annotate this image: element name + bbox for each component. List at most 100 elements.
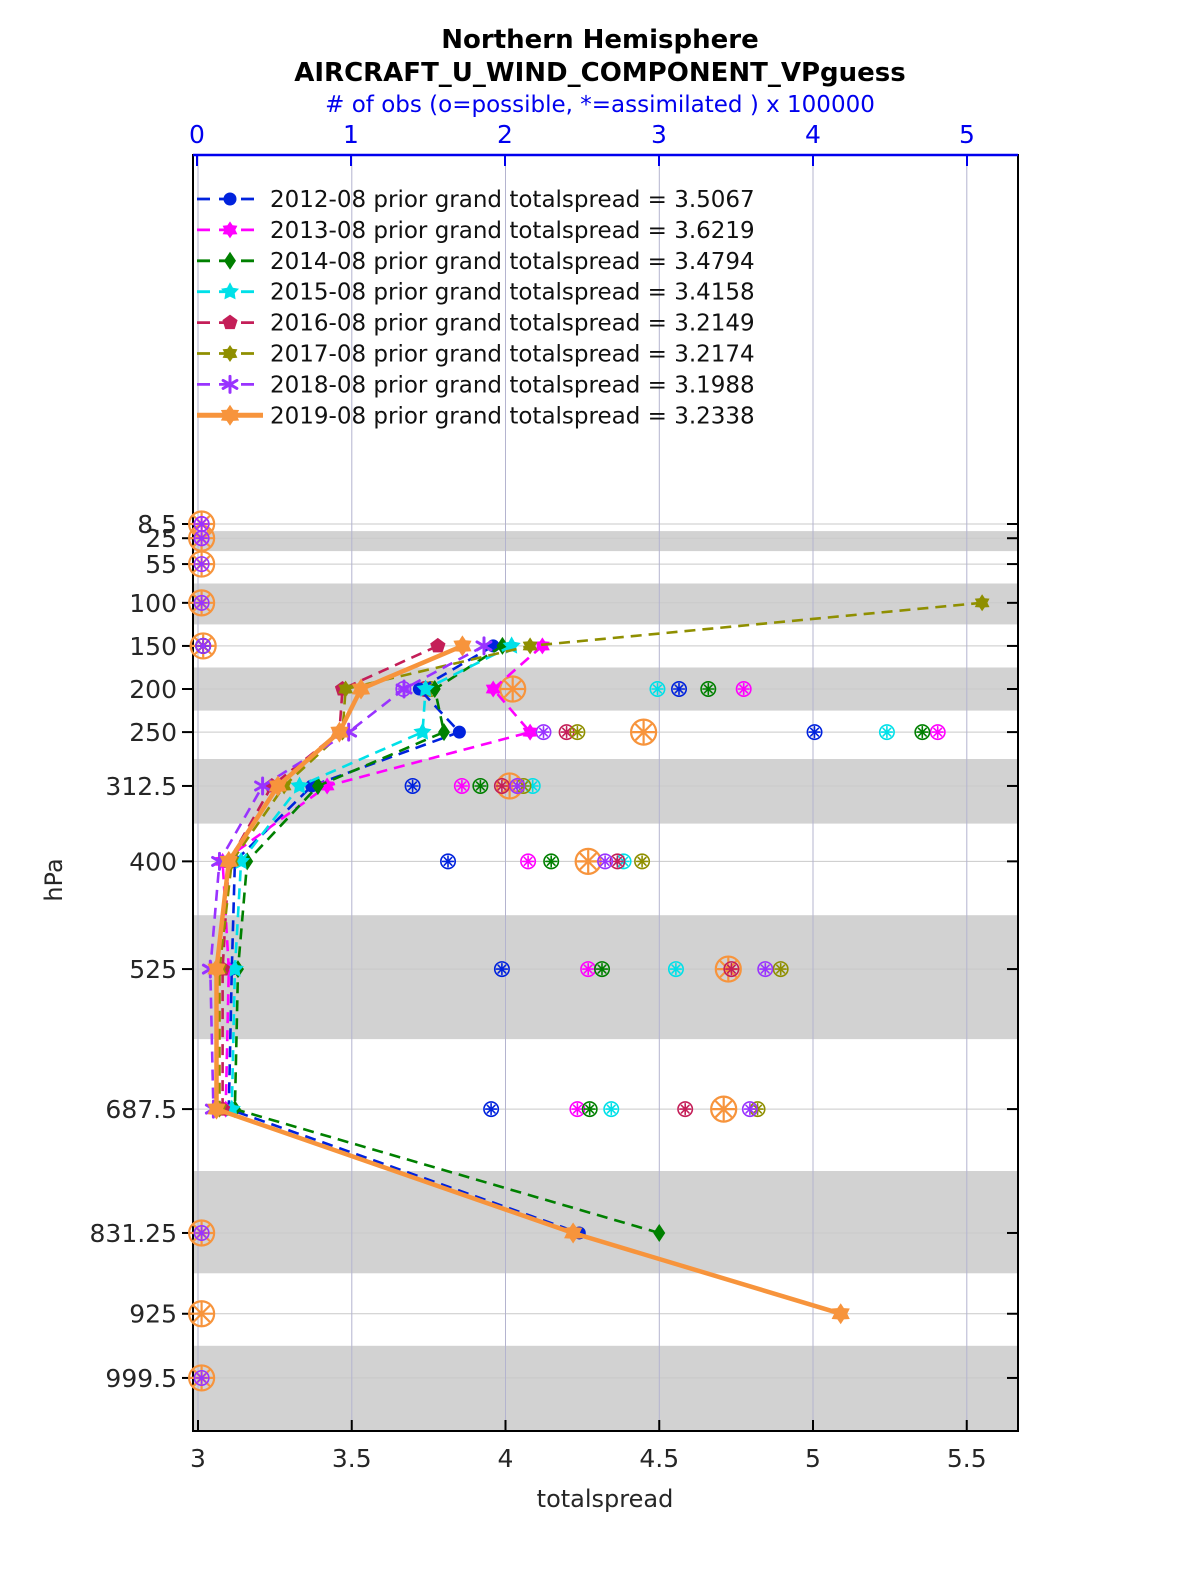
series-marker-2019-08 [564,1222,583,1244]
obs-marker-2014-08-possible-circle [594,961,611,978]
obs-marker-2019-08-possible-circle [189,632,217,660]
obs-marker-2019-08-possible-circle [188,1219,216,1247]
obs-marker-2012-08-possible-circle [806,724,823,741]
obs-marker-2013-08-assimilated-asterisk [739,684,749,694]
grid-lines [193,155,1018,1431]
series-line-2014-08 [233,644,660,1235]
obs-marker-2019-08-possible-circle [188,1300,216,1328]
obs-marker-2015-08-possible-circle [603,1101,620,1118]
obs-marker-2014-08-assimilated-asterisk [546,856,556,867]
obs-marker-2018-08-possible-circle [193,556,210,573]
top-tick-label: 4 [805,120,821,149]
obs-marker-2015-08-possible-circle [878,724,895,741]
obs-marker-2012-08-assimilated-asterisk [674,684,684,694]
left-tick-label: 831.25 [90,1219,177,1248]
level-band [193,1345,1018,1431]
legend: 2012-08 prior grand totalspread = 3.5067… [197,187,755,429]
obs-marker-2014-08-possible-circle [700,681,717,698]
profile-series [201,594,990,1325]
legend-marker-2017-08 [222,345,238,362]
legend-label-2019-08: 2019-08 prior grand totalspread = 3.2338 [270,403,755,429]
obs-marker-2012-08-assimilated-asterisk [809,727,820,737]
legend-marker-2018-08 [221,378,239,390]
legend-label-2012-08: 2012-08 prior grand totalspread = 3.5067 [270,187,755,213]
obs-marker-2012-08-assimilated-asterisk [497,964,507,974]
obs-marker-2014-08-assimilated-asterisk [703,684,713,694]
obs-marker-2016-08-assimilated-asterisk [561,727,572,737]
bottom-tick-label: 4 [498,1444,514,1473]
legend-label-2018-08: 2018-08 prior grand totalspread = 3.1988 [270,372,755,398]
series-marker-2017-08 [338,680,353,698]
obs-marker-2018-08-possible-circle [195,637,212,654]
series-line-2016-08 [221,644,439,1110]
obs-marker-2013-08-possible-circle [929,724,946,741]
obs-marker-2013-08-possible-circle [735,681,752,698]
x-axis-label: totalspread [537,1485,674,1513]
obs-marker-2014-08-possible-circle [581,1101,598,1118]
legend-marker-2013-08 [222,221,238,239]
bottom-tick-label: 3 [190,1444,206,1473]
obs-marker-2019-08-possible-circle [499,675,527,703]
bottom-tick-label: 5.5 [947,1444,987,1473]
series-marker-2015-08 [416,679,435,697]
obs-marker-2018-08-possible-circle [741,1101,758,1118]
top-tick-label: 1 [343,120,359,149]
obs-marker-2014-08-assimilated-asterisk [917,727,928,737]
left-tick-label: 250 [129,718,177,747]
obs-marker-2018-08-possible-circle [535,724,552,741]
obs-marker-2016-08-assimilated-asterisk [680,1104,690,1114]
legend-label-2015-08: 2015-08 prior grand totalspread = 3.4158 [270,280,755,306]
left-tick-label: 150 [129,632,177,661]
series-line-2012-08 [227,644,580,1235]
legend-entry-2013-08: 2013-08 prior grand totalspread = 3.6219 [197,218,755,244]
obs-marker-2012-08-possible-circle [483,1101,500,1118]
obs-marker-2015-08-assimilated-asterisk [606,1104,616,1114]
series-marker-2017-08 [974,594,990,612]
legend-entry-2017-08: 2017-08 prior grand totalspread = 3.2174 [197,342,755,368]
level-band [193,1171,1018,1274]
obs-marker-2019-08-assimilated-asterisk [579,852,597,871]
series-marker-2019-08 [268,775,287,797]
obs-marker-2018-08-assimilated-asterisk [198,641,208,651]
obs-marker-2018-08-assimilated-asterisk [760,964,770,974]
legend-entry-2018-08: 2018-08 prior grand totalspread = 3.1988 [197,372,755,398]
obs-marker-2018-08-possible-circle [509,777,526,794]
top-tick-label: 5 [959,120,975,149]
obs-marker-2012-08-possible-circle [404,777,421,794]
series-marker-2013-08 [485,680,501,698]
obs-marker-2017-08-possible-circle [772,961,789,978]
obs-marker-2018-08-assimilated-asterisk [512,781,522,791]
left-tick-label: 525 [129,955,177,984]
obs-marker-2018-08-possible-circle [193,1224,210,1241]
obs-marker-2019-08-possible-circle [188,550,216,578]
obs-marker-2016-08-assimilated-asterisk [497,781,507,791]
series-marker-2017-08 [522,637,538,655]
series-marker-2019-08 [207,958,226,980]
obs-marker-2018-08-possible-circle [193,1369,210,1386]
legend-entry-2012-08: 2012-08 prior grand totalspread = 3.5067 [197,187,755,213]
obs-marker-2019-08-possible-circle [188,589,216,617]
obs-marker-2018-08-possible-circle [757,961,774,978]
bottom-tick-label: 5 [805,1444,821,1473]
bottom-tick-label: 3.5 [332,1444,372,1473]
series-marker-2019-08 [351,678,371,700]
obs-marker-2019-08-possible-circle [188,1364,216,1392]
level-band [193,531,1018,552]
level-band [193,915,1018,1040]
left-tick-label: 925 [129,1300,177,1329]
obs-marker-2019-08-possible-circle [710,1095,738,1123]
left-tick-label: 25 [145,524,177,553]
obs-marker-2013-08-assimilated-asterisk [457,781,467,791]
legend-marker-2014-08 [224,251,236,270]
obs-marker-2014-08-assimilated-asterisk [597,964,607,974]
obs-marker-2019-08-possible-circle [629,718,658,746]
figure-title: Northern Hemisphere [441,25,758,55]
left-tick-label: 312.5 [105,772,177,801]
obs-marker-2018-08-assimilated-asterisk [197,559,207,569]
top-tick-label: 3 [651,120,667,149]
top-tick-label: 2 [497,120,513,149]
obs-marker-2017-08-assimilated-asterisk [518,781,529,791]
obs-marker-2018-08-assimilated-asterisk [197,519,207,529]
